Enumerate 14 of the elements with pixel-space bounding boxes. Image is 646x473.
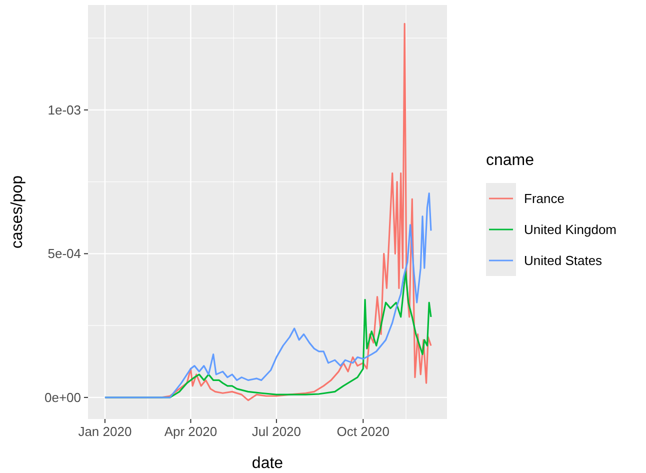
x-tick-label: Apr 2020 xyxy=(164,424,218,439)
x-tick-label: Jul 2020 xyxy=(252,424,302,439)
legend-label: France xyxy=(524,191,564,206)
x-axis-title: date xyxy=(252,455,284,472)
y-tick-label: 1e-03 xyxy=(48,102,81,118)
legend-title: cname xyxy=(486,152,534,169)
x-tick-label: Jan 2020 xyxy=(78,424,132,439)
x-tick-label: Oct 2020 xyxy=(336,424,390,439)
y-tick-label: 5e-04 xyxy=(48,246,81,262)
legend-label: United Kingdom xyxy=(524,222,616,237)
line-series xyxy=(104,192,432,398)
y-tick-label: 0e+00 xyxy=(44,390,81,405)
legend-label: United States xyxy=(524,253,603,268)
y-axis-title: cases/pop xyxy=(9,175,26,248)
